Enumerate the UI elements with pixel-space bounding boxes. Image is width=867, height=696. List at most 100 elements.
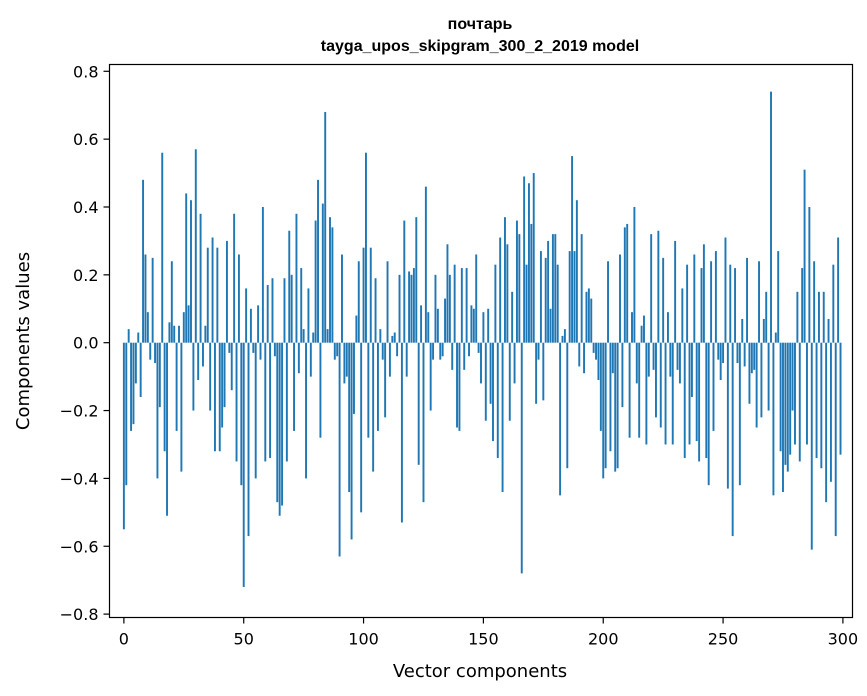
- bar-component-105: [374, 278, 377, 343]
- bar-component-293: [825, 342, 828, 503]
- bar-component-78: [309, 342, 312, 377]
- bar-component-91: [341, 254, 343, 343]
- bar-component-277: [786, 342, 789, 472]
- bar-component-114: [396, 342, 399, 357]
- bar-component-35: [206, 247, 209, 343]
- bar-component-84: [324, 112, 327, 343]
- bar-component-148: [477, 342, 480, 353]
- x-tick-label: 0: [119, 630, 129, 649]
- bar-component-144: [468, 342, 470, 357]
- bar-component-216: [640, 325, 643, 343]
- bar-component-75: [302, 329, 305, 343]
- bar-component-50: [242, 342, 245, 587]
- bar-component-227: [666, 312, 669, 343]
- bar-component-184: [563, 329, 566, 343]
- bar-component-285: [806, 342, 808, 445]
- bar-component-155: [494, 264, 497, 343]
- bar-component-214: [635, 342, 638, 384]
- bar-component-49: [240, 342, 243, 486]
- bar-component-99: [360, 342, 363, 513]
- bar-component-286: [808, 206, 811, 343]
- bar-component-102: [367, 342, 370, 438]
- bar-component-246: [712, 342, 715, 431]
- bar-component-14: [156, 342, 159, 479]
- y-tick-label: −0.2: [60, 402, 99, 421]
- bar-component-212: [631, 312, 633, 343]
- bar-component-245: [710, 261, 713, 343]
- bar-component-281: [796, 291, 799, 343]
- bar-component-118: [405, 342, 408, 377]
- x-tick-label: 50: [234, 630, 254, 649]
- bar-component-228: [669, 342, 672, 377]
- bar-component-152: [487, 308, 490, 343]
- bar-component-179: [551, 234, 554, 343]
- bar-component-274: [779, 342, 782, 452]
- bar-component-204: [611, 342, 614, 374]
- bar-component-160: [506, 244, 509, 343]
- bar-component-175: [542, 342, 545, 401]
- bar-component-51: [245, 288, 248, 343]
- chart-title-line-1: почтарь: [448, 16, 513, 33]
- bar-component-297: [834, 342, 837, 537]
- bar-component-161: [508, 342, 511, 421]
- bar-component-267: [762, 318, 765, 343]
- bar-component-198: [597, 342, 600, 381]
- bar-component-10: [146, 312, 149, 343]
- bar-component-197: [595, 342, 598, 360]
- bar-component-12: [151, 257, 154, 343]
- bar-component-106: [376, 342, 379, 431]
- bar-component-40: [218, 342, 221, 452]
- bar-component-98: [357, 261, 360, 343]
- bar-component-83: [321, 203, 324, 343]
- bar-component-233: [681, 288, 684, 343]
- bar-component-271: [772, 342, 775, 496]
- bar-component-127: [427, 312, 430, 343]
- bar-component-38: [214, 342, 216, 452]
- bar-component-296: [832, 264, 835, 343]
- bar-series: [122, 91, 842, 587]
- bar-component-81: [317, 179, 319, 343]
- bar-component-56: [257, 305, 260, 343]
- bar-component-235: [686, 264, 689, 343]
- bar-component-287: [810, 342, 813, 550]
- bar-component-77: [307, 288, 310, 343]
- bar-component-182: [559, 342, 562, 496]
- bar-component-66: [281, 342, 284, 506]
- bar-component-130: [434, 274, 437, 343]
- bar-component-190: [578, 342, 581, 367]
- bar-component-191: [580, 234, 583, 343]
- bar-component-262: [750, 342, 753, 374]
- bar-component-253: [729, 264, 732, 343]
- bar-component-200: [602, 342, 605, 479]
- y-tick-label: −0.6: [60, 537, 99, 556]
- bar-component-19: [168, 322, 171, 343]
- bar-component-259: [743, 342, 746, 367]
- bar-component-266: [760, 342, 763, 418]
- bar-component-295: [829, 342, 832, 482]
- bar-component-223: [657, 230, 660, 343]
- bar-component-244: [707, 342, 710, 486]
- bar-component-168: [525, 264, 528, 343]
- bar-component-143: [465, 268, 468, 343]
- bar-component-288: [813, 261, 816, 343]
- bar-component-236: [688, 342, 691, 445]
- bar-component-9: [144, 254, 147, 343]
- bar-component-26: [185, 193, 188, 343]
- bar-component-94: [348, 342, 351, 492]
- bar-component-45: [230, 342, 233, 391]
- bar-component-67: [283, 278, 286, 343]
- bar-component-225: [662, 257, 665, 343]
- bar-component-54: [252, 342, 255, 353]
- bar-component-167: [523, 176, 526, 343]
- y-tick-label: −0.8: [60, 605, 99, 624]
- bar-component-261: [748, 342, 751, 404]
- bar-component-177: [547, 240, 550, 343]
- bar-component-180: [554, 234, 557, 343]
- bar-component-79: [312, 332, 315, 343]
- bar-component-61: [269, 342, 272, 459]
- bar-component-76: [305, 342, 307, 479]
- y-tick-label: 0.2: [73, 266, 98, 285]
- bar-component-201: [604, 342, 607, 469]
- bar-component-188: [573, 251, 576, 343]
- bar-component-215: [638, 342, 641, 438]
